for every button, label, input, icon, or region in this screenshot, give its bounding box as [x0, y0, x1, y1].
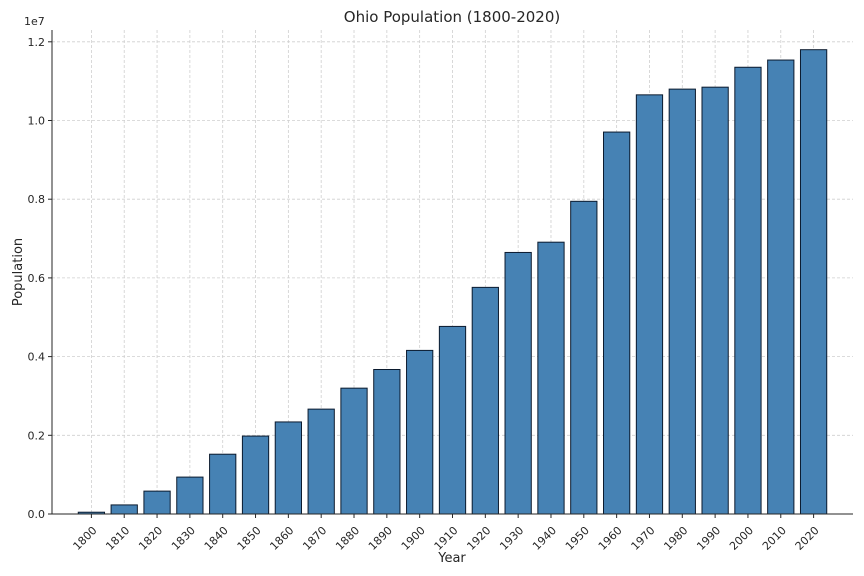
bar-1930: [504, 251, 532, 515]
x-tick-label: 2000: [727, 524, 756, 553]
bar-1830: [176, 476, 204, 515]
bar-1850: [241, 435, 270, 515]
bar-2010: [767, 59, 795, 515]
bar-1820: [143, 490, 171, 515]
y-tick-label: 0.4: [28, 351, 46, 364]
x-axis-label: Year: [437, 551, 466, 566]
bar-1920: [471, 286, 499, 515]
bar-1900: [406, 349, 434, 515]
y-tick-label: 1.2: [28, 36, 46, 49]
x-tick-label: 1940: [530, 524, 559, 553]
y-ticks: 0.0 0.2 0.4 0.6 0.8 1.0 1.2: [28, 36, 52, 521]
x-tick-label: 1950: [563, 524, 592, 553]
x-tick-label: 1990: [694, 524, 723, 553]
x-tick-label: 1830: [169, 524, 198, 553]
x-tick-label: 1850: [235, 524, 264, 553]
bar-1910: [438, 325, 467, 515]
bar-1970: [635, 94, 664, 515]
bar-1950: [570, 200, 598, 515]
y-offset-label: 1e7: [24, 15, 45, 28]
bars: [77, 49, 828, 515]
x-tick-label: 1910: [432, 524, 461, 553]
bar-1990: [701, 86, 729, 515]
x-tick-label: 1860: [267, 524, 296, 553]
x-tick-label: 1880: [333, 524, 362, 553]
bar-1870: [307, 408, 335, 515]
bar-1880: [340, 387, 368, 515]
x-tick-label: 1930: [497, 524, 526, 553]
x-tick-label: 1980: [661, 524, 690, 553]
y-tick-label: 0.6: [28, 272, 46, 285]
bar-1840: [209, 453, 237, 515]
x-tick-label: 1840: [202, 524, 231, 553]
x-tick-label: 1820: [136, 524, 165, 553]
y-tick-label: 0.0: [28, 508, 46, 521]
bar-1940: [537, 241, 565, 515]
x-tick-label: 2020: [793, 524, 822, 553]
x-tick-label: 2010: [760, 524, 789, 553]
x-ticks: 1800 1810 1820 1830 1840 1850 1860 1870 1880 1890…: [71, 514, 822, 553]
bar-1810: [110, 504, 138, 515]
bar-1860: [274, 421, 302, 515]
x-tick-label: 1870: [300, 524, 329, 553]
x-tick-label: 1920: [464, 524, 493, 553]
x-tick-label: 1900: [399, 524, 428, 553]
y-tick-label: 0.2: [28, 429, 46, 442]
x-tick-label: 1890: [366, 524, 395, 553]
x-tick-label: 1960: [596, 524, 625, 553]
bar-1980: [668, 88, 696, 515]
y-axis-label: Population: [11, 238, 26, 306]
x-tick-label: 1800: [71, 524, 100, 553]
chart-title: Ohio Population (1800-2020): [344, 8, 560, 26]
bar-2020: [799, 49, 828, 515]
bar-1960: [603, 131, 631, 515]
y-tick-label: 0.8: [28, 193, 46, 206]
x-tick-label: 1810: [103, 524, 132, 553]
x-tick-label: 1970: [629, 524, 658, 553]
bar-1890: [373, 368, 401, 515]
y-tick-label: 1.0: [28, 115, 46, 128]
bar-2000: [734, 66, 762, 515]
